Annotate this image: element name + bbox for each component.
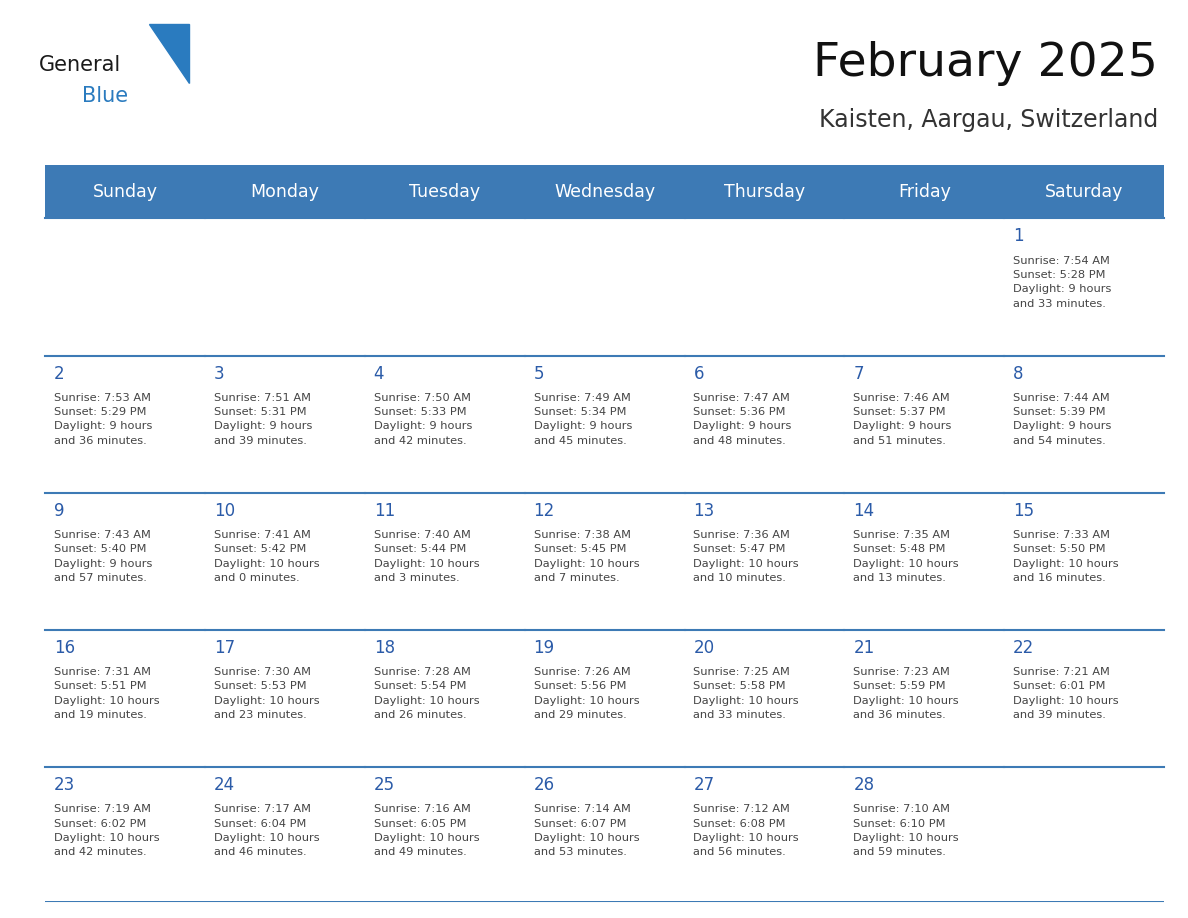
Text: Sunrise: 7:40 AM
Sunset: 5:44 PM
Daylight: 10 hours
and 3 minutes.: Sunrise: 7:40 AM Sunset: 5:44 PM Dayligh… [374, 530, 479, 583]
Text: 6: 6 [694, 364, 704, 383]
Text: Sunrise: 7:17 AM
Sunset: 6:04 PM
Daylight: 10 hours
and 46 minutes.: Sunrise: 7:17 AM Sunset: 6:04 PM Dayligh… [214, 804, 320, 857]
Text: 25: 25 [374, 776, 394, 794]
Text: 20: 20 [694, 639, 714, 657]
Text: Sunrise: 7:31 AM
Sunset: 5:51 PM
Daylight: 10 hours
and 19 minutes.: Sunrise: 7:31 AM Sunset: 5:51 PM Dayligh… [53, 667, 159, 720]
Text: 21: 21 [853, 639, 874, 657]
Text: Sunrise: 7:26 AM
Sunset: 5:56 PM
Daylight: 10 hours
and 29 minutes.: Sunrise: 7:26 AM Sunset: 5:56 PM Dayligh… [533, 667, 639, 720]
Text: 23: 23 [53, 776, 75, 794]
Text: Sunrise: 7:41 AM
Sunset: 5:42 PM
Daylight: 10 hours
and 0 minutes.: Sunrise: 7:41 AM Sunset: 5:42 PM Dayligh… [214, 530, 320, 583]
Text: Sunrise: 7:25 AM
Sunset: 5:58 PM
Daylight: 10 hours
and 33 minutes.: Sunrise: 7:25 AM Sunset: 5:58 PM Dayligh… [694, 667, 800, 720]
Text: Sunrise: 7:51 AM
Sunset: 5:31 PM
Daylight: 9 hours
and 39 minutes.: Sunrise: 7:51 AM Sunset: 5:31 PM Dayligh… [214, 393, 312, 446]
Text: 9: 9 [53, 502, 64, 520]
Bar [45, 165, 206, 218]
Text: General: General [39, 55, 121, 75]
Text: Sunrise: 7:35 AM
Sunset: 5:48 PM
Daylight: 10 hours
and 13 minutes.: Sunrise: 7:35 AM Sunset: 5:48 PM Dayligh… [853, 530, 959, 583]
Text: Sunrise: 7:43 AM
Sunset: 5:40 PM
Daylight: 9 hours
and 57 minutes.: Sunrise: 7:43 AM Sunset: 5:40 PM Dayligh… [53, 530, 152, 583]
Text: 16: 16 [53, 639, 75, 657]
Text: Sunrise: 7:23 AM
Sunset: 5:59 PM
Daylight: 10 hours
and 36 minutes.: Sunrise: 7:23 AM Sunset: 5:59 PM Dayligh… [853, 667, 959, 720]
Text: Sunday: Sunday [93, 183, 158, 201]
Text: Sunrise: 7:53 AM
Sunset: 5:29 PM
Daylight: 9 hours
and 36 minutes.: Sunrise: 7:53 AM Sunset: 5:29 PM Dayligh… [53, 393, 152, 446]
Text: 5: 5 [533, 364, 544, 383]
Text: Blue: Blue [82, 86, 128, 106]
Text: Sunrise: 7:49 AM
Sunset: 5:34 PM
Daylight: 9 hours
and 45 minutes.: Sunrise: 7:49 AM Sunset: 5:34 PM Dayligh… [533, 393, 632, 446]
Text: 22: 22 [1013, 639, 1035, 657]
Text: 19: 19 [533, 639, 555, 657]
Text: Saturday: Saturday [1045, 183, 1124, 201]
Text: 2: 2 [53, 364, 64, 383]
Text: Sunrise: 7:36 AM
Sunset: 5:47 PM
Daylight: 10 hours
and 10 minutes.: Sunrise: 7:36 AM Sunset: 5:47 PM Dayligh… [694, 530, 800, 583]
Polygon shape [148, 24, 189, 84]
Bar [1004, 165, 1164, 218]
Text: Monday: Monday [251, 183, 320, 201]
Text: Sunrise: 7:33 AM
Sunset: 5:50 PM
Daylight: 10 hours
and 16 minutes.: Sunrise: 7:33 AM Sunset: 5:50 PM Dayligh… [1013, 530, 1119, 583]
Bar [525, 165, 684, 218]
Text: 28: 28 [853, 776, 874, 794]
Text: 7: 7 [853, 364, 864, 383]
Text: 12: 12 [533, 502, 555, 520]
Text: 3: 3 [214, 364, 225, 383]
Bar [684, 165, 845, 218]
Text: 8: 8 [1013, 364, 1024, 383]
Text: Sunrise: 7:50 AM
Sunset: 5:33 PM
Daylight: 9 hours
and 42 minutes.: Sunrise: 7:50 AM Sunset: 5:33 PM Dayligh… [374, 393, 472, 446]
Text: 24: 24 [214, 776, 235, 794]
Text: 15: 15 [1013, 502, 1035, 520]
Text: Sunrise: 7:14 AM
Sunset: 6:07 PM
Daylight: 10 hours
and 53 minutes.: Sunrise: 7:14 AM Sunset: 6:07 PM Dayligh… [533, 804, 639, 857]
Text: Sunrise: 7:44 AM
Sunset: 5:39 PM
Daylight: 9 hours
and 54 minutes.: Sunrise: 7:44 AM Sunset: 5:39 PM Dayligh… [1013, 393, 1112, 446]
Text: Sunrise: 7:21 AM
Sunset: 6:01 PM
Daylight: 10 hours
and 39 minutes.: Sunrise: 7:21 AM Sunset: 6:01 PM Dayligh… [1013, 667, 1119, 720]
Text: 13: 13 [694, 502, 715, 520]
Text: 26: 26 [533, 776, 555, 794]
Text: Sunrise: 7:10 AM
Sunset: 6:10 PM
Daylight: 10 hours
and 59 minutes.: Sunrise: 7:10 AM Sunset: 6:10 PM Dayligh… [853, 804, 959, 857]
Text: Sunrise: 7:28 AM
Sunset: 5:54 PM
Daylight: 10 hours
and 26 minutes.: Sunrise: 7:28 AM Sunset: 5:54 PM Dayligh… [374, 667, 479, 720]
Text: Sunrise: 7:46 AM
Sunset: 5:37 PM
Daylight: 9 hours
and 51 minutes.: Sunrise: 7:46 AM Sunset: 5:37 PM Dayligh… [853, 393, 952, 446]
Text: 10: 10 [214, 502, 235, 520]
Text: Sunrise: 7:12 AM
Sunset: 6:08 PM
Daylight: 10 hours
and 56 minutes.: Sunrise: 7:12 AM Sunset: 6:08 PM Dayligh… [694, 804, 800, 857]
Text: Sunrise: 7:54 AM
Sunset: 5:28 PM
Daylight: 9 hours
and 33 minutes.: Sunrise: 7:54 AM Sunset: 5:28 PM Dayligh… [1013, 255, 1112, 308]
Bar [845, 165, 1004, 218]
Text: 27: 27 [694, 776, 714, 794]
Text: Sunrise: 7:16 AM
Sunset: 6:05 PM
Daylight: 10 hours
and 49 minutes.: Sunrise: 7:16 AM Sunset: 6:05 PM Dayligh… [374, 804, 479, 857]
Text: Sunrise: 7:47 AM
Sunset: 5:36 PM
Daylight: 9 hours
and 48 minutes.: Sunrise: 7:47 AM Sunset: 5:36 PM Dayligh… [694, 393, 791, 446]
Text: Thursday: Thursday [723, 183, 805, 201]
Bar [206, 165, 365, 218]
Text: Kaisten, Aargau, Switzerland: Kaisten, Aargau, Switzerland [819, 108, 1158, 132]
Text: 17: 17 [214, 639, 235, 657]
Text: 14: 14 [853, 502, 874, 520]
Text: 4: 4 [374, 364, 384, 383]
Text: Sunrise: 7:30 AM
Sunset: 5:53 PM
Daylight: 10 hours
and 23 minutes.: Sunrise: 7:30 AM Sunset: 5:53 PM Dayligh… [214, 667, 320, 720]
Text: Tuesday: Tuesday [409, 183, 480, 201]
Text: February 2025: February 2025 [814, 41, 1158, 86]
Text: 11: 11 [374, 502, 394, 520]
Text: Friday: Friday [898, 183, 950, 201]
Text: Sunrise: 7:19 AM
Sunset: 6:02 PM
Daylight: 10 hours
and 42 minutes.: Sunrise: 7:19 AM Sunset: 6:02 PM Dayligh… [53, 804, 159, 857]
Text: Wednesday: Wednesday [554, 183, 656, 201]
Text: 1: 1 [1013, 228, 1024, 245]
Bar [365, 165, 525, 218]
Text: 18: 18 [374, 639, 394, 657]
Text: Sunrise: 7:38 AM
Sunset: 5:45 PM
Daylight: 10 hours
and 7 minutes.: Sunrise: 7:38 AM Sunset: 5:45 PM Dayligh… [533, 530, 639, 583]
